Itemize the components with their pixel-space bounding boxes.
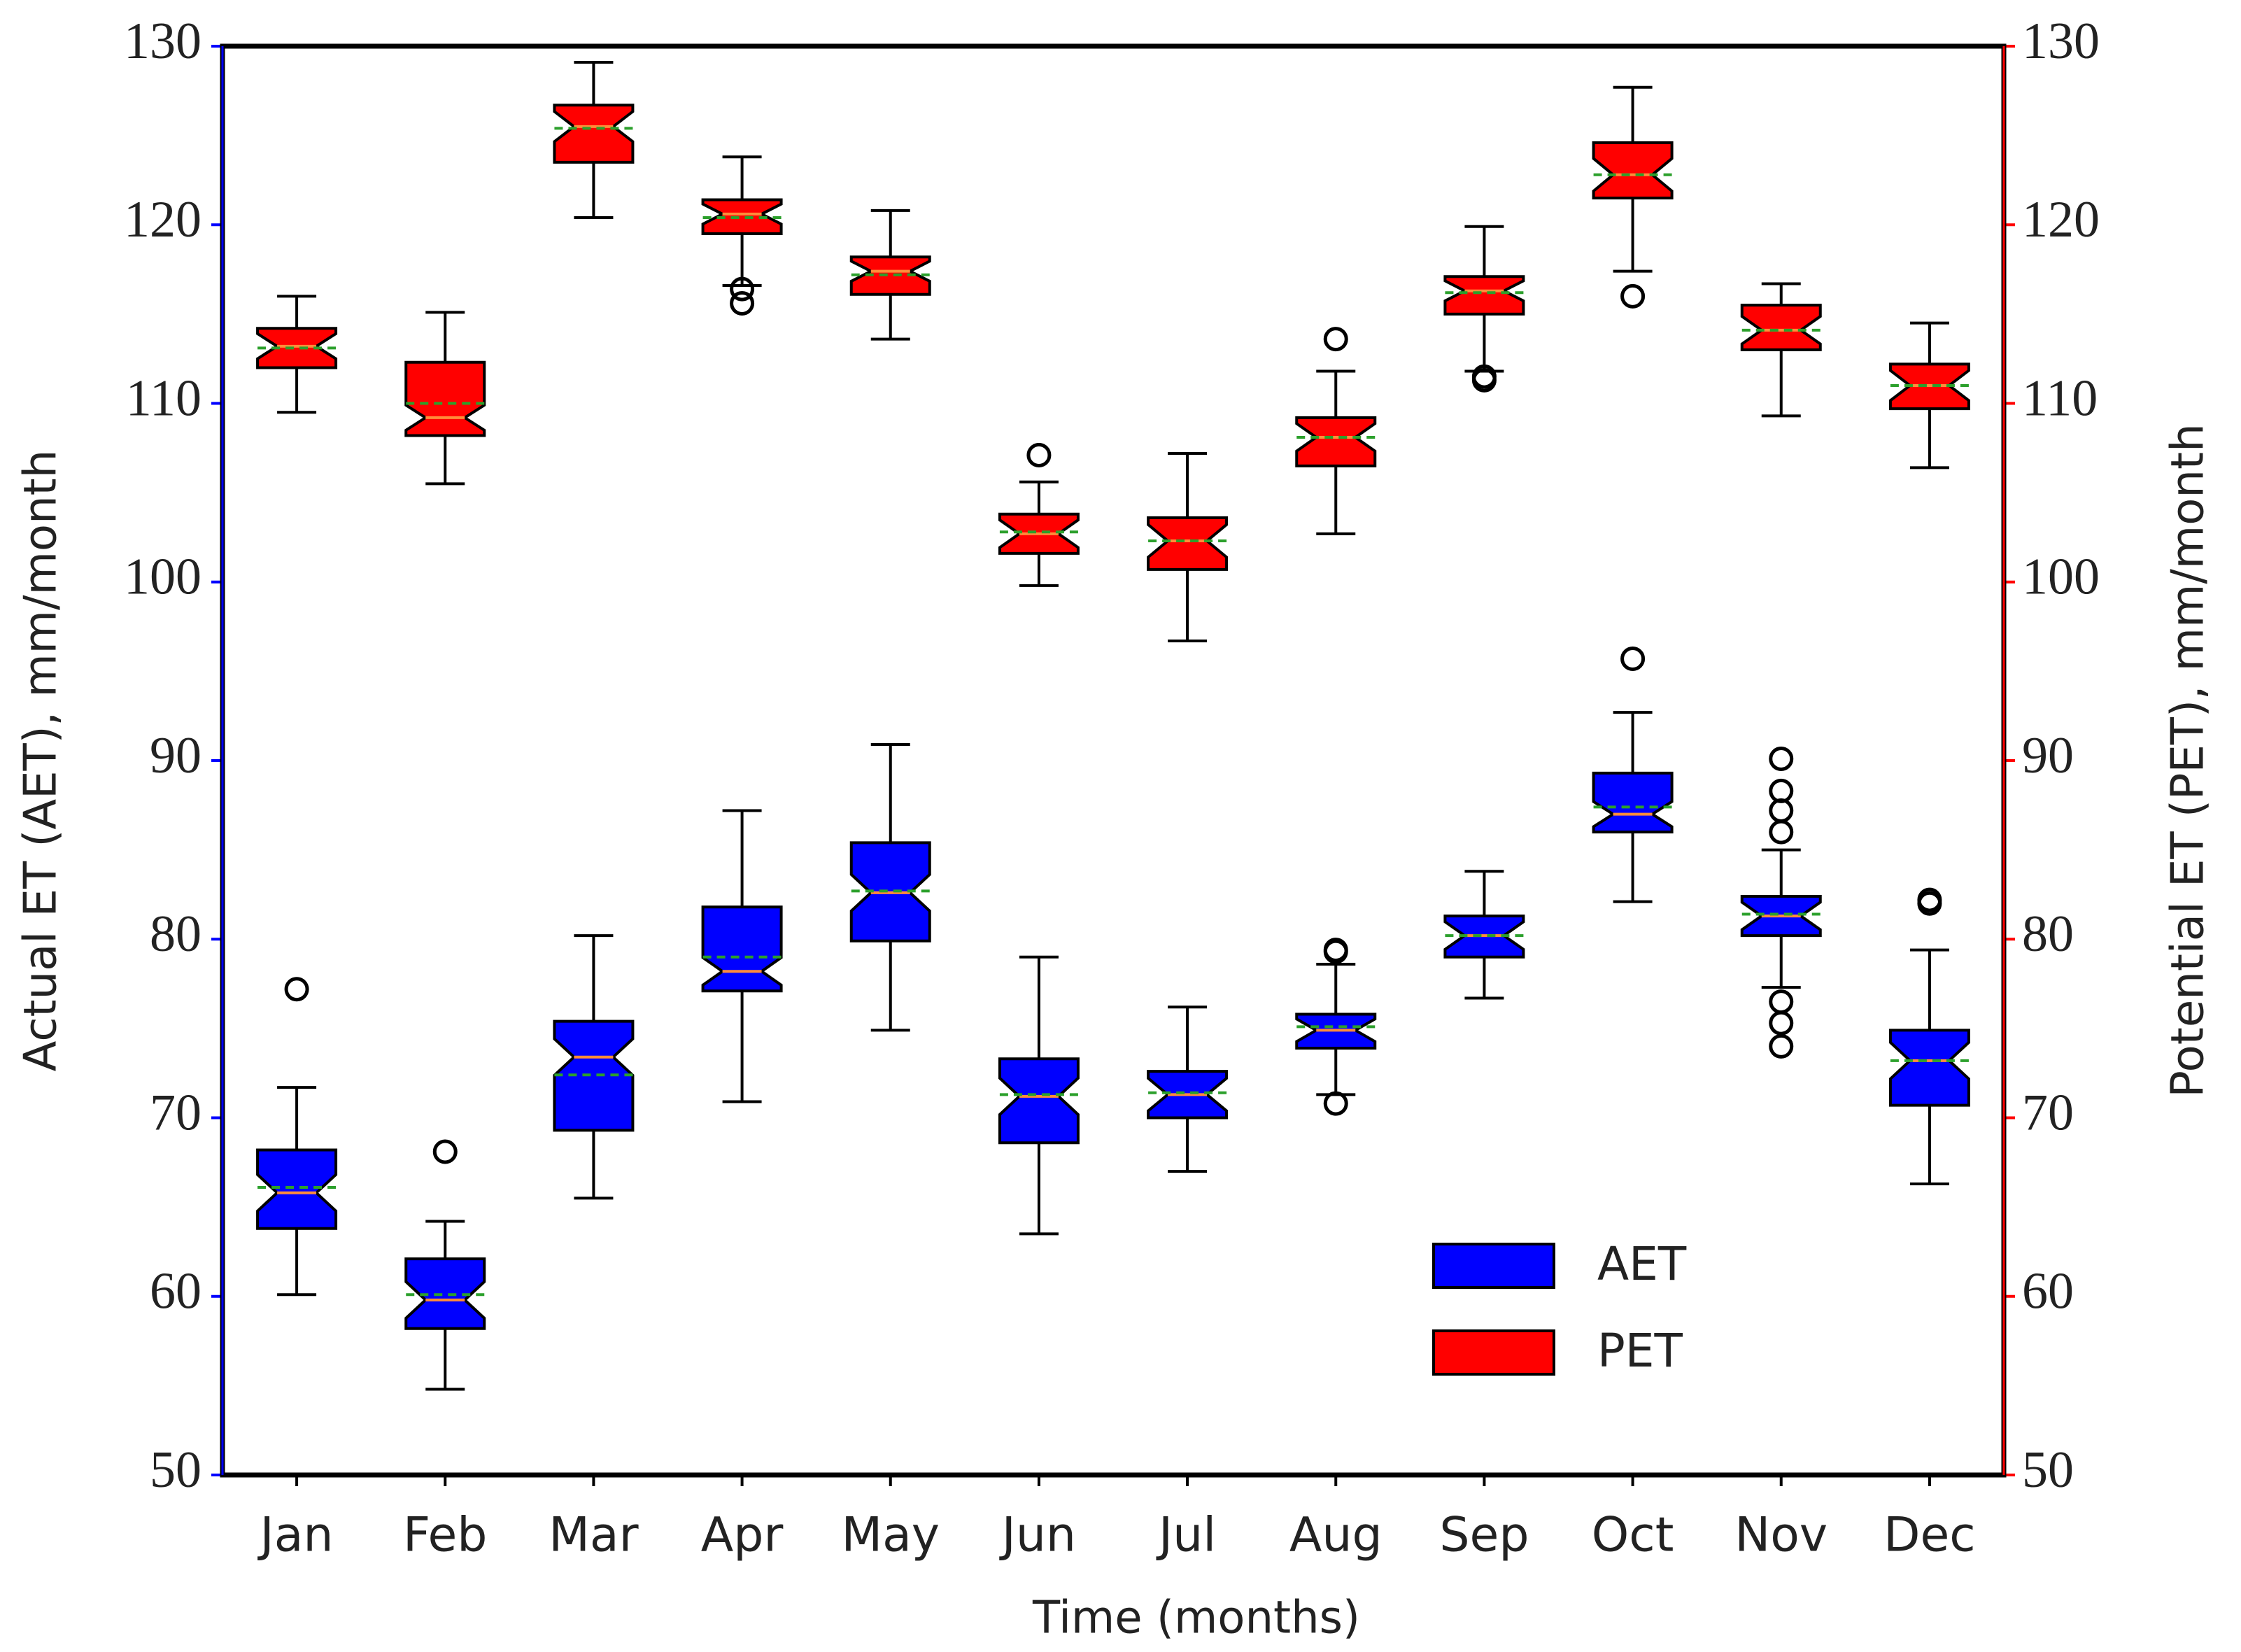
outlier: [1323, 1091, 1348, 1116]
box: [701, 905, 783, 993]
y2-tick-label: 100: [2022, 549, 2100, 606]
box-group: [1592, 85, 1674, 309]
box: [1592, 771, 1674, 834]
box: [256, 1148, 338, 1230]
box: [404, 360, 486, 437]
box: [553, 104, 635, 164]
x-tick-label: Sep: [1439, 1508, 1529, 1563]
box-group: [1295, 938, 1377, 1116]
y2-tick-label: 120: [2022, 191, 2100, 248]
outlier: [1323, 939, 1348, 964]
box-group: [701, 809, 783, 1103]
box: [849, 255, 931, 296]
y-tick-label: 80: [150, 905, 202, 963]
box-group: [1888, 887, 1970, 1185]
outlier: [284, 977, 309, 1002]
box: [1888, 1029, 1970, 1107]
outlier: [1620, 283, 1646, 309]
box: [1443, 275, 1525, 316]
y2-tick-label: 110: [2022, 369, 2098, 427]
y2-tick-label: 130: [2022, 13, 2100, 70]
y-tick-label: 90: [150, 727, 202, 784]
x-tick-label: Nov: [1734, 1508, 1828, 1563]
box-group: [404, 1139, 486, 1391]
box-group: [1740, 282, 1822, 418]
y-tick-label: 70: [150, 1084, 202, 1141]
box-group: [1740, 746, 1822, 1059]
box-group: [553, 60, 635, 220]
box: [1592, 141, 1674, 199]
box-group: [1592, 647, 1674, 903]
plot-frame: [220, 43, 2007, 1478]
box-group: [553, 934, 635, 1200]
x-tick-label: Aug: [1289, 1508, 1383, 1563]
box-group: [1888, 321, 1970, 470]
box-group: [701, 155, 783, 316]
box: [1147, 516, 1229, 571]
y2-tick-label: 80: [2022, 905, 2074, 963]
x-tick-label: Oct: [1592, 1508, 1674, 1563]
y2-tick-label: 60: [2022, 1263, 2074, 1320]
outlier: [432, 1139, 458, 1164]
box-group: [1147, 1005, 1229, 1173]
x-axis-title: Time (months): [1032, 1593, 1360, 1644]
legend-swatch: [1432, 1243, 1555, 1289]
outlier: [1769, 819, 1794, 845]
box-group: [404, 311, 486, 486]
box-group: [998, 443, 1080, 587]
y-axis-title: Actual ET (AET), mm/month: [15, 450, 67, 1072]
box-group: [256, 295, 338, 414]
x-tick-label: Apr: [701, 1508, 784, 1563]
outlier: [1620, 647, 1646, 672]
outlier: [1769, 989, 1794, 1015]
y-tick-label: 60: [150, 1263, 202, 1320]
box-group: [1443, 225, 1525, 393]
box: [553, 1019, 635, 1132]
y-tick-label: 110: [126, 369, 202, 427]
outlier: [1769, 746, 1794, 771]
x-tick-label: Jul: [1156, 1508, 1216, 1563]
x-tick-label: Mar: [549, 1508, 638, 1563]
y2-tick-label: 50: [2022, 1441, 2074, 1499]
box-group: [998, 955, 1080, 1236]
box: [998, 1057, 1080, 1145]
box-group: [849, 743, 931, 1032]
box-group: [256, 977, 338, 1297]
outlier: [730, 276, 755, 302]
y2-tick-label: 70: [2022, 1084, 2074, 1141]
x-tick-label: Feb: [403, 1508, 487, 1563]
outlier: [1769, 1033, 1794, 1059]
y-tick-label: 50: [150, 1441, 202, 1499]
box: [1740, 304, 1822, 351]
box: [701, 198, 783, 236]
legend-label: PET: [1597, 1324, 1683, 1378]
outlier: [730, 291, 755, 316]
x-tick-label: Jun: [999, 1508, 1076, 1563]
outlier: [1026, 443, 1052, 468]
y2-axis-title: Potential ET (PET), mm/month: [2163, 423, 2214, 1097]
box-group: [1295, 327, 1377, 535]
box: [404, 1257, 486, 1330]
box-group: [1443, 870, 1525, 1000]
box-group: [849, 209, 931, 341]
outlier: [1917, 891, 1942, 916]
box-group: [1147, 451, 1229, 642]
legend-swatch: [1432, 1329, 1555, 1376]
legend-label: AET: [1597, 1237, 1687, 1291]
box: [256, 327, 338, 369]
outlier: [1323, 327, 1348, 352]
outlier: [1471, 367, 1497, 393]
y-tick-label: 100: [124, 549, 202, 606]
y2-tick-label: 90: [2022, 727, 2074, 784]
y-tick-label: 120: [124, 191, 202, 248]
x-tick-label: Dec: [1883, 1508, 1976, 1563]
outlier: [1769, 1010, 1794, 1036]
x-tick-label: May: [841, 1508, 940, 1563]
outlier: [1769, 778, 1794, 803]
x-tick-label: Jan: [257, 1508, 334, 1563]
box: [1295, 416, 1377, 467]
y-tick-label: 130: [124, 13, 202, 70]
outlier: [1769, 798, 1794, 823]
